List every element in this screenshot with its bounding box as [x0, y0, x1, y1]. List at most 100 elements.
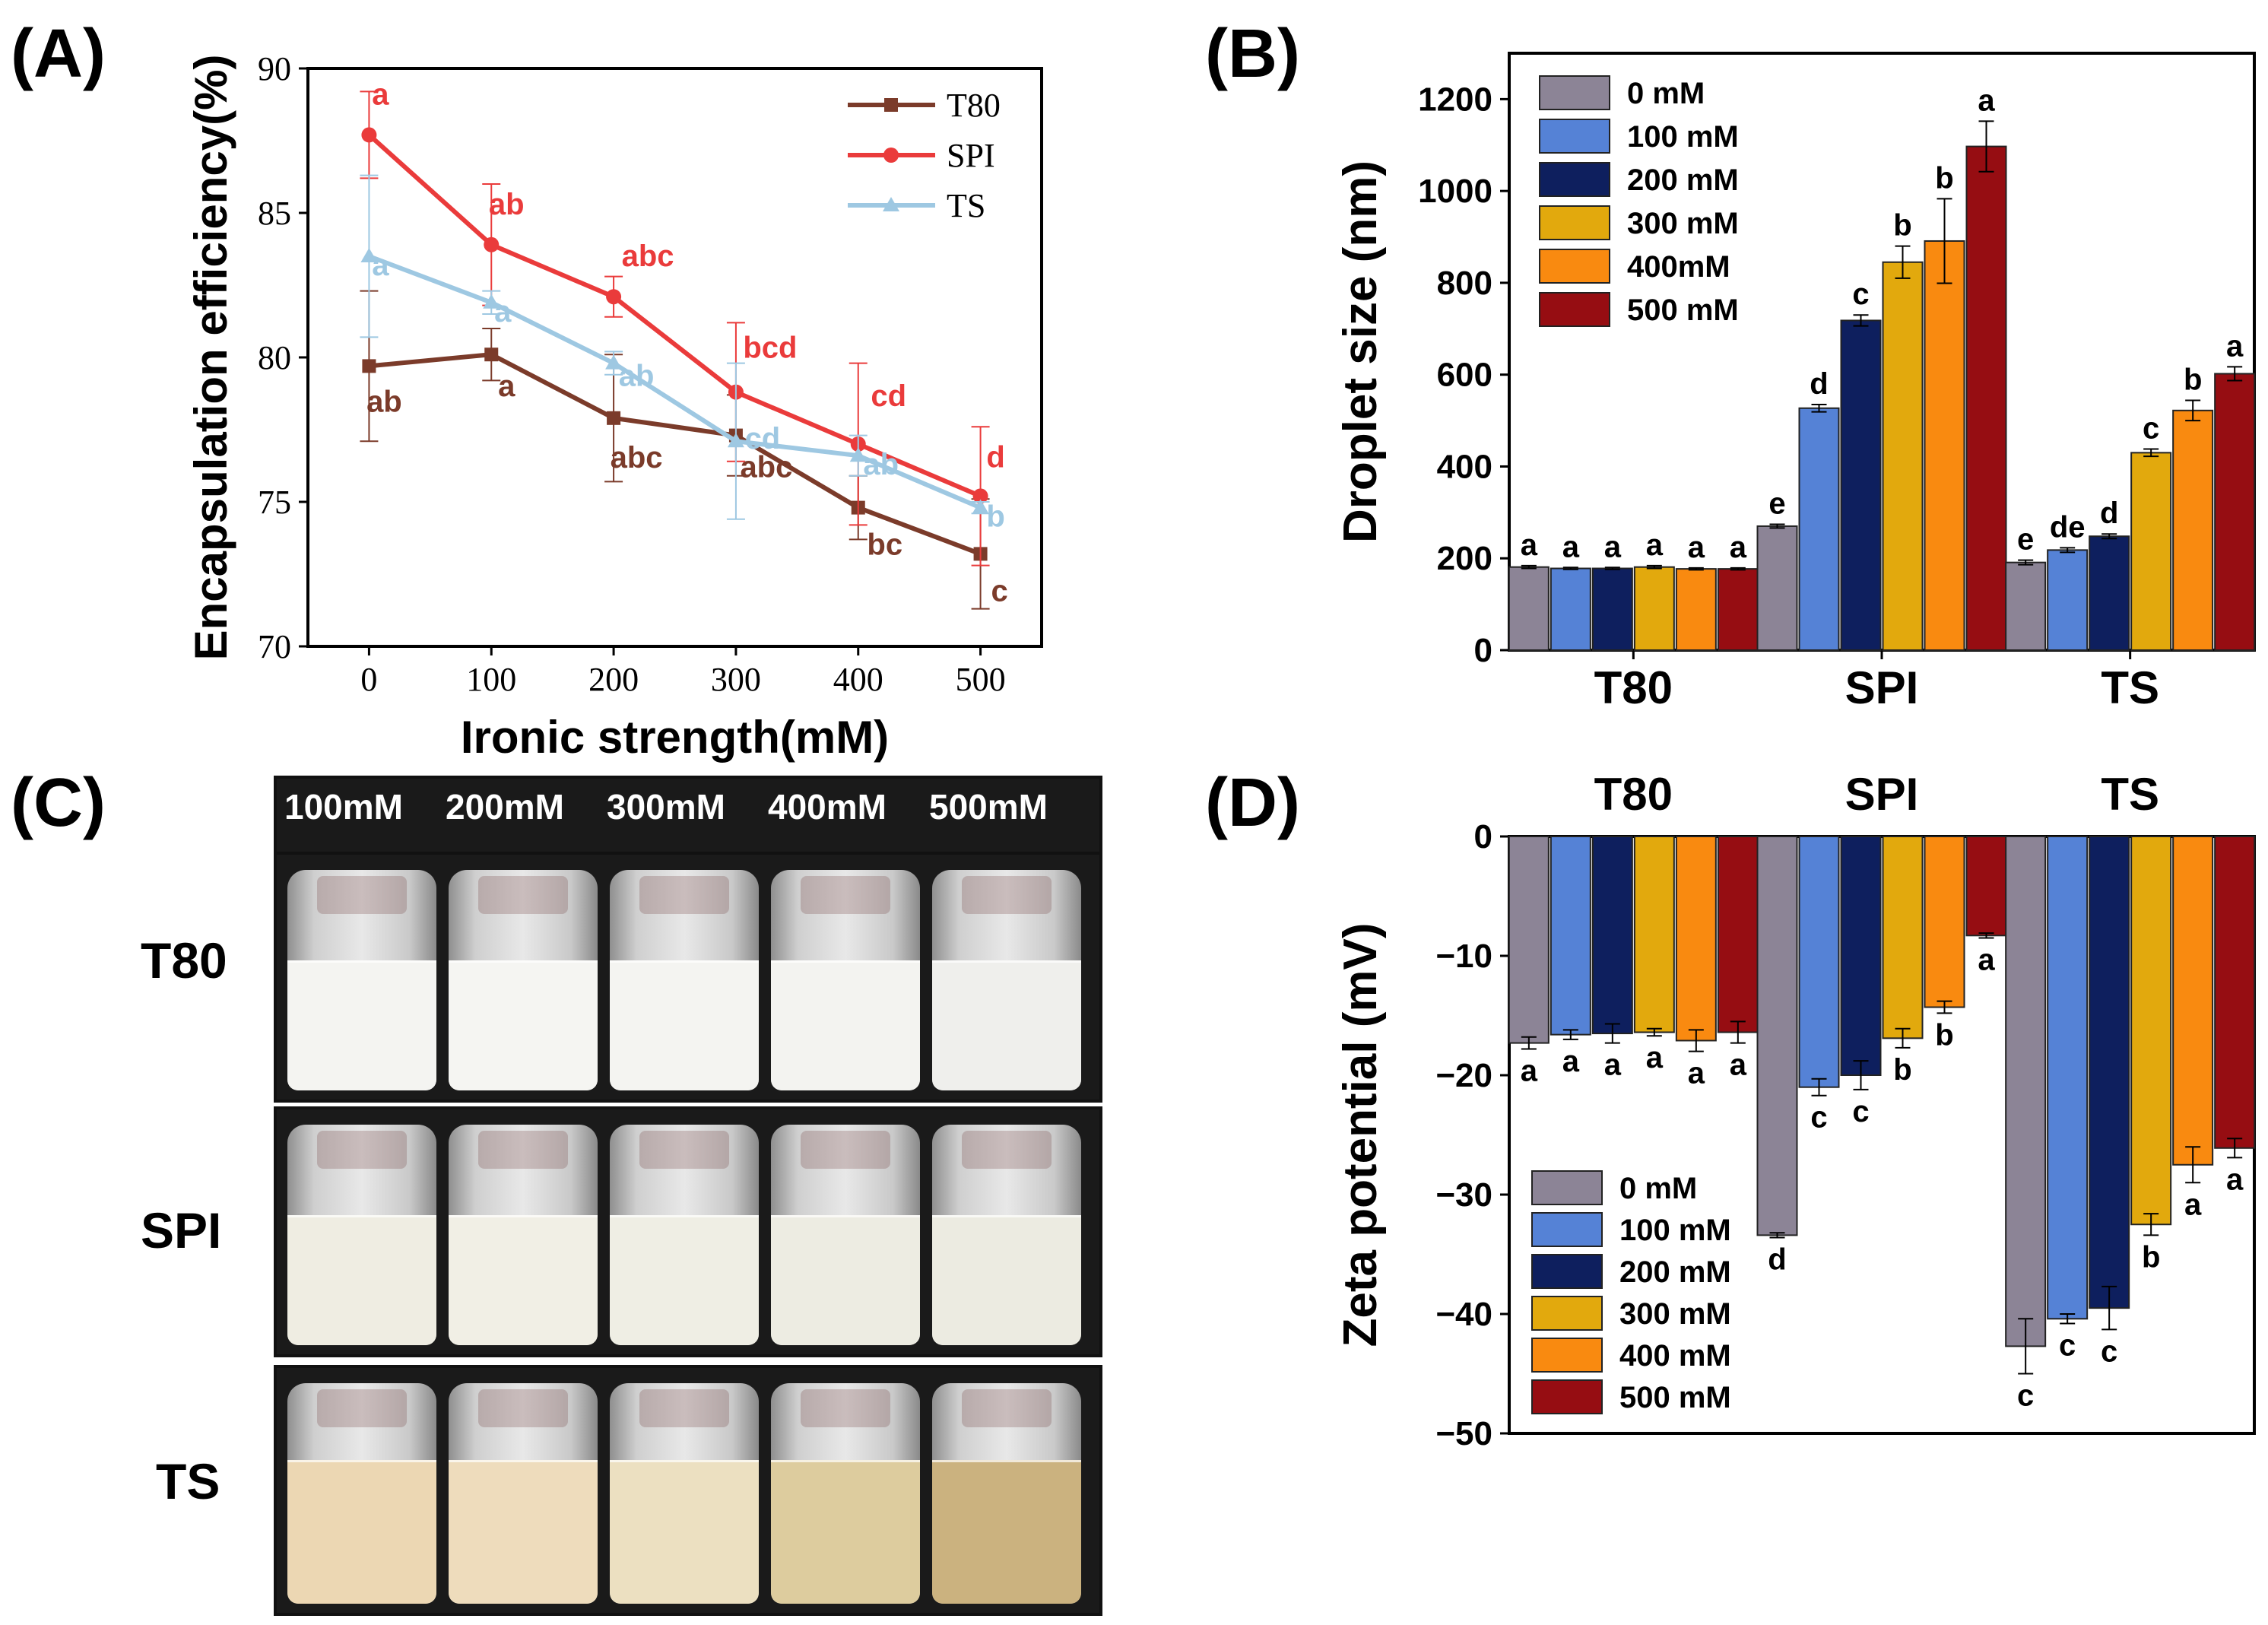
significance-letter: c [991, 574, 1007, 608]
legend-label: 100 mM [1619, 1214, 1731, 1247]
data-point [484, 348, 499, 362]
emulsion-jar [610, 870, 759, 1090]
bar-t80 [1675, 568, 1717, 651]
legend-swatch [1531, 1212, 1603, 1247]
significance-letter: bc [867, 528, 902, 562]
x-tick-label: 100 [466, 661, 516, 698]
y-tick-label: −50 [1435, 1415, 1492, 1452]
photo-row-t80 [274, 852, 1102, 1103]
significance-letter: b [1935, 1018, 1953, 1052]
significance-letter: a [498, 370, 515, 403]
bar-t80 [1508, 566, 1550, 652]
significance-letter: c [1852, 278, 1869, 311]
jar-reflection [478, 876, 568, 914]
data-point [484, 236, 500, 252]
legend-swatch [1531, 1170, 1603, 1205]
bar-spi [1882, 261, 1924, 651]
bar-ts [2172, 836, 2214, 1166]
emulsion-jar [932, 1125, 1081, 1345]
legend-swatch [1539, 75, 1610, 110]
bar-spi [1756, 836, 1798, 1236]
bar-spi [1840, 836, 1882, 1076]
data-point [606, 289, 622, 305]
emulsion-liquid [771, 1214, 920, 1345]
significance-letter: a [1604, 1049, 1622, 1082]
emulsion-liquid [932, 1460, 1081, 1604]
jar-reflection [639, 1131, 729, 1169]
legend-label: 200 mM [1619, 1255, 1731, 1289]
jar-reflection [317, 1389, 407, 1427]
emulsion-jar [287, 870, 436, 1090]
significance-letter: c [2101, 1335, 2117, 1368]
emulsion-liquid [932, 1214, 1081, 1345]
significance-letter: a [2184, 1188, 2202, 1221]
emulsion-liquid [771, 960, 920, 1090]
significance-letter: a [2226, 1163, 2244, 1196]
significance-letter: a [1521, 528, 1538, 562]
significance-letter: d [2100, 497, 2118, 530]
y-tick-label: 70 [258, 628, 291, 665]
y-tick-label: −30 [1435, 1176, 1492, 1214]
significance-letter: a [1730, 1049, 1747, 1082]
jar-reflection [962, 1131, 1052, 1169]
bar-spi [1798, 836, 1840, 1088]
significance-letter: a [1646, 528, 1664, 562]
significance-letter: b [2184, 363, 2202, 397]
significance-letter: cd [745, 422, 781, 455]
emulsion-jar [610, 1383, 759, 1604]
y-tick-label: 75 [258, 484, 291, 521]
significance-letter: a [372, 78, 389, 111]
emulsion-jar [610, 1125, 759, 1345]
concentration-label: 300mM [607, 787, 725, 827]
significance-letter: e [1768, 487, 1785, 521]
significance-letter: ab [366, 385, 402, 418]
bar-ts [2005, 836, 2047, 1347]
y-tick-label: 1200 [1418, 81, 1492, 118]
legend-marker [883, 197, 899, 211]
emulsion-jar [449, 1125, 598, 1345]
emulsion-liquid [771, 1460, 920, 1604]
significance-letter: c [2143, 412, 2159, 446]
row-label-ts: TS [156, 1453, 220, 1509]
concentration-label: 100mM [284, 787, 403, 827]
emulsion-liquid [610, 960, 759, 1090]
data-point [360, 248, 378, 262]
significance-letter: b [1893, 209, 1911, 243]
data-point [727, 433, 744, 448]
significance-letter: a [2226, 329, 2244, 363]
bar-t80 [1633, 836, 1675, 1033]
legend-label: 0 mM [1627, 77, 1705, 110]
concentration-label: 400mM [768, 787, 887, 827]
legend-swatch [1539, 249, 1610, 284]
jar-reflection [478, 1389, 568, 1427]
bar-ts [2214, 373, 2256, 651]
emulsion-jar [771, 870, 920, 1090]
y-tick-label: −20 [1435, 1057, 1492, 1094]
panel-label-d: (D) [1205, 765, 1300, 841]
bar-t80 [1550, 567, 1591, 651]
legend: 0 mM 100 mM 200 mM 300 mM 400 mM 500 mM [1531, 1170, 1731, 1414]
data-point [607, 411, 621, 425]
y-tick-label: 200 [1437, 540, 1492, 577]
x-axis-title: Ironic strength(mM) [461, 712, 889, 763]
x-tick-label: 300 [711, 661, 761, 698]
legend-swatch [1539, 162, 1610, 197]
emulsion-jar [932, 870, 1081, 1090]
bar-t80 [1717, 568, 1759, 651]
bar-t80 [1508, 836, 1550, 1044]
significance-letter: b [1893, 1053, 1911, 1087]
legend-label: TS [947, 187, 985, 224]
panel-label-b: (B) [1205, 16, 1300, 92]
jar-reflection [639, 1389, 729, 1427]
significance-letter: abc [622, 240, 674, 273]
photo-panel-emulsions: 100mM 200mM 300mM 400mM 500mM T80 SPI TS [141, 776, 1102, 1616]
emulsion-liquid [610, 1214, 759, 1345]
series-line [367, 133, 982, 499]
bar-spi [1924, 836, 1965, 1008]
significance-letter: d [1810, 367, 1828, 401]
y-tick-label: 0 [1474, 818, 1492, 855]
jar-reflection [962, 876, 1052, 914]
significance-letter: cd [871, 379, 906, 413]
